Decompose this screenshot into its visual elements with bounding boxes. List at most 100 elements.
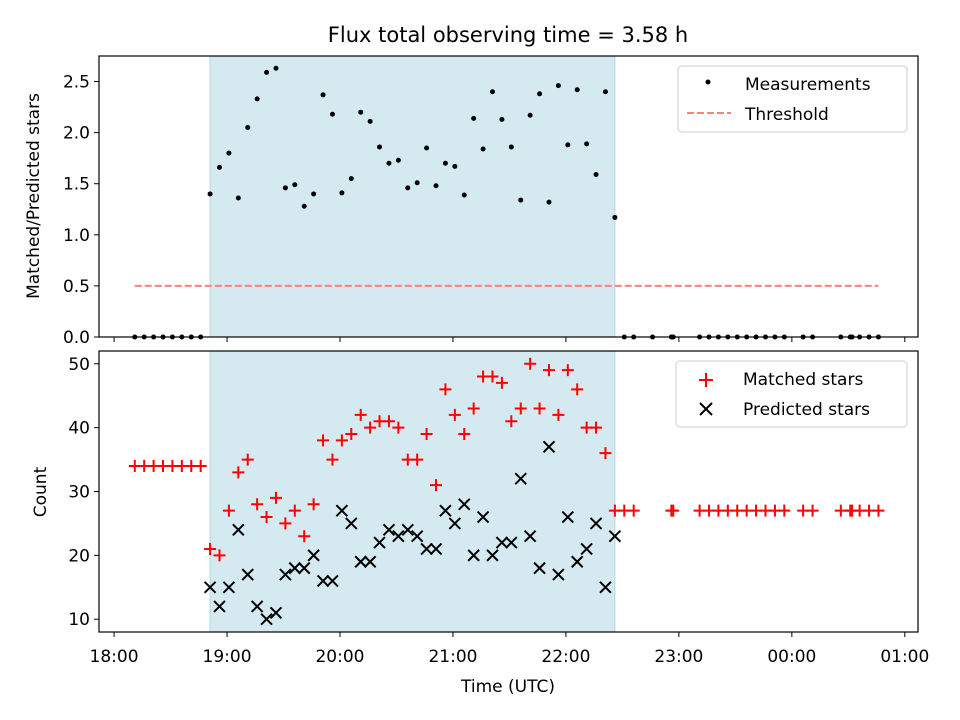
matched-star-point <box>204 542 217 555</box>
bottom-y-tick-label: 20 <box>68 546 90 566</box>
bottom-y-axis-label: Count <box>31 466 51 517</box>
matched-star-point <box>448 408 461 421</box>
measurement-point <box>499 116 505 122</box>
x-tick-label: 18:00 <box>90 647 139 667</box>
matched-star-point <box>317 434 330 447</box>
matched-star-point <box>439 383 452 396</box>
bottom-y-tick-label: 50 <box>68 355 90 375</box>
x-tick-label: 23:00 <box>654 647 703 667</box>
matched-star-point <box>232 466 245 479</box>
bottom-y-tick-label: 40 <box>68 419 90 439</box>
measurement-point <box>273 65 279 71</box>
measurement-point <box>452 163 458 169</box>
top-panel: 0.0 0.5 1.0 1.5 2.0 2.5 Matched/Predicted sta… <box>24 55 919 348</box>
predicted-star-point <box>250 600 264 613</box>
measurement-point <box>216 164 222 170</box>
legend-measurements-label: Measurements <box>745 75 871 95</box>
top-legend: Measurements Threshold <box>677 65 908 133</box>
matched-star-point <box>561 364 574 377</box>
top-shaded-region <box>210 56 615 337</box>
predicted-star-point <box>429 542 443 556</box>
x-tick-label: 00:00 <box>767 647 816 667</box>
measurement-point <box>292 182 298 188</box>
matched-star-point <box>495 376 508 389</box>
predicted-star-point <box>288 561 302 575</box>
predicted-star-point <box>232 523 245 537</box>
measurement-point <box>311 191 317 197</box>
measurement-point <box>339 190 345 196</box>
predicted-star-point <box>316 574 330 588</box>
top-y-tick-label: 2.0 <box>63 124 90 144</box>
chart-title: Flux total observing time = 3.58 h <box>328 23 688 47</box>
matched-star-point <box>345 428 358 441</box>
predicted-star-point <box>505 536 518 549</box>
bottom-axes-frame <box>98 350 919 633</box>
top-axes-frame <box>98 55 919 338</box>
top-legend-box <box>677 65 908 133</box>
measurement-point <box>320 92 326 98</box>
matched-star-point <box>392 421 405 434</box>
measurement-point <box>518 197 524 203</box>
matched-star-point <box>458 428 471 441</box>
predicted-star-point <box>608 529 622 543</box>
measurement-point <box>207 191 213 197</box>
matched-star-point <box>627 504 640 517</box>
measurement-point <box>386 160 392 166</box>
bottom-y-axis: 10 20 30 40 50 <box>68 355 99 630</box>
legend-matched-label: Matched stars <box>743 370 863 390</box>
bottom-y-tick-label: 30 <box>68 483 90 503</box>
measurement-point <box>461 192 467 198</box>
predicted-star-point <box>260 613 273 626</box>
predicted-star-point <box>448 517 462 530</box>
measurement-point <box>301 203 307 209</box>
x-tick-label: 19:00 <box>203 647 252 667</box>
measurement-point <box>395 157 401 163</box>
predicted-star-point <box>401 523 414 537</box>
predicted-star-point <box>382 523 396 537</box>
predicted-star-point <box>373 536 386 549</box>
measurement-point <box>602 89 608 95</box>
bottom-shaded-region <box>210 351 615 632</box>
predicted-star-point <box>392 529 405 543</box>
matched-star-point <box>354 408 367 421</box>
top-y-tick-label: 1.0 <box>63 226 90 246</box>
matched-star-point <box>467 402 480 415</box>
matched-star-point <box>269 491 282 504</box>
measurement-point <box>612 214 618 220</box>
predicted-star-point <box>279 568 292 581</box>
measurement-point <box>546 199 552 205</box>
bottom-plot-area <box>128 357 885 626</box>
matched-star-point <box>298 530 311 543</box>
matched-star-point <box>241 453 254 466</box>
predicted-star-point <box>542 440 556 454</box>
top-y-axis-label: Matched/Predicted stars <box>24 93 44 299</box>
matched-star-point <box>486 370 499 383</box>
predicted-star-point <box>345 517 358 530</box>
x-tick-label: 21:00 <box>428 647 477 667</box>
predicted-star-point <box>241 568 254 581</box>
matched-star-point <box>279 517 292 530</box>
predicted-star-point <box>571 555 584 568</box>
predicted-star-point <box>203 581 217 594</box>
bottom-legend-box <box>675 360 908 428</box>
matched-star-point <box>430 479 443 492</box>
measurement-point <box>424 145 430 151</box>
matched-star-point <box>667 504 680 517</box>
predicted-star-point <box>222 581 236 594</box>
top-plot-area <box>132 65 881 340</box>
matched-star-point <box>420 428 433 441</box>
predicted-star-point <box>269 606 283 620</box>
measurement-point <box>537 91 543 97</box>
predicted-star-point <box>439 504 452 517</box>
measurement-point <box>489 89 495 95</box>
matched-star-point <box>524 357 537 370</box>
predicted-star-point <box>523 529 537 543</box>
predicted-star-point <box>213 600 226 613</box>
measurement-point <box>329 111 335 117</box>
legend-predicted-marker <box>699 402 713 416</box>
measurement-point <box>480 146 486 152</box>
predicted-star-point <box>589 517 603 530</box>
measurement-point <box>254 96 260 102</box>
matched-star-point <box>382 415 395 428</box>
